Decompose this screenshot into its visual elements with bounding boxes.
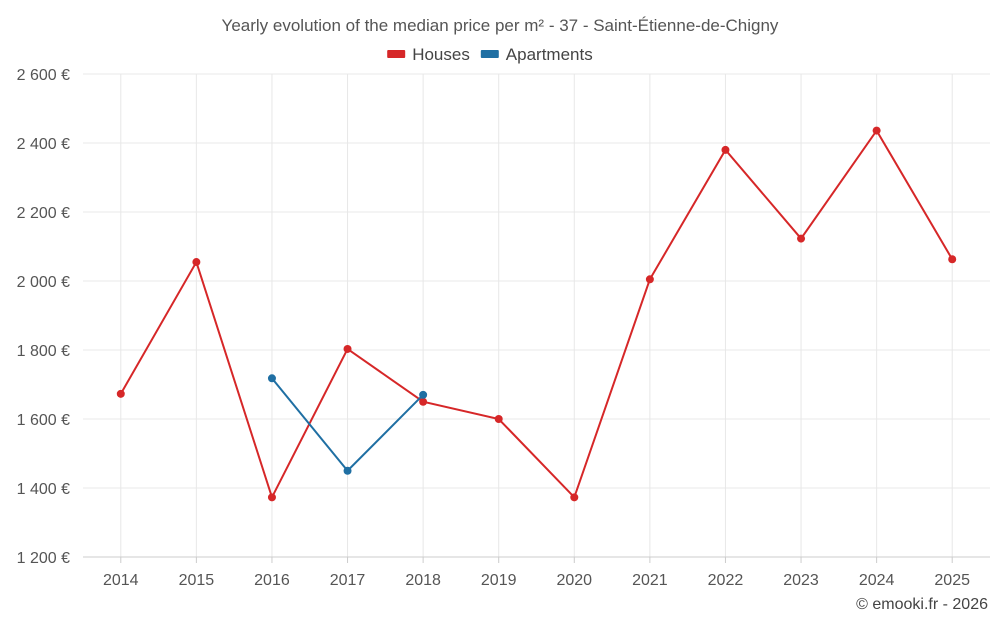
data-point-houses[interactable] <box>494 415 503 423</box>
series-layer <box>116 126 957 502</box>
legend-item-apartments[interactable]: Apartments <box>480 45 593 64</box>
x-tick-label: 2021 <box>632 572 668 589</box>
data-point-houses[interactable] <box>419 397 428 406</box>
series-line-houses <box>119 128 954 500</box>
y-tick-label: 1 400 € <box>17 481 70 498</box>
y-tick-label: 1 200 € <box>17 550 70 567</box>
grid <box>83 73 990 558</box>
data-point-houses[interactable] <box>797 234 806 243</box>
data-point-apartments[interactable] <box>343 466 352 475</box>
legend-swatch <box>387 50 406 58</box>
x-tick-label: 2016 <box>254 572 290 589</box>
data-point-houses[interactable] <box>267 493 276 502</box>
legend-label: Houses <box>412 45 470 64</box>
data-point-apartments[interactable] <box>419 390 428 399</box>
x-tick-label: 2018 <box>405 572 441 589</box>
y-tick-label: 2 400 € <box>17 136 70 153</box>
x-tick-label: 2020 <box>556 572 592 589</box>
legend-label: Apartments <box>506 45 593 64</box>
series-apartments <box>267 374 428 475</box>
data-point-houses[interactable] <box>872 126 881 135</box>
data-point-houses[interactable] <box>570 493 579 502</box>
data-point-houses[interactable] <box>645 275 654 284</box>
credit-text: © emooki.fr - 2026 <box>856 596 988 613</box>
data-point-houses[interactable] <box>721 145 730 154</box>
x-tick-label: 2015 <box>179 572 215 589</box>
x-tick-label: 2025 <box>934 572 970 589</box>
y-tick-label: 2 000 € <box>17 274 70 291</box>
series-houses <box>116 126 957 502</box>
x-tick-label: 2019 <box>481 572 517 589</box>
chart-title: Yearly evolution of the median price per… <box>222 16 779 35</box>
legend-swatch <box>480 50 499 58</box>
x-tick-label: 2022 <box>708 572 744 589</box>
y-tick-label: 1 800 € <box>17 343 70 360</box>
data-point-houses[interactable] <box>116 389 125 398</box>
legend-item-houses[interactable]: Houses <box>387 45 470 64</box>
axes: 1 200 € 1 400 € 1 600 € 1 800 € 2 000 € 2 200… <box>17 67 990 589</box>
x-tick-label: 2024 <box>859 572 895 589</box>
legend: Houses Apartments <box>387 45 593 64</box>
data-point-houses[interactable] <box>343 344 352 353</box>
x-tick-label: 2017 <box>330 572 366 589</box>
y-tick-label: 2 600 € <box>17 67 70 84</box>
data-point-houses[interactable] <box>948 255 957 264</box>
y-tick-label: 1 600 € <box>17 412 70 429</box>
data-point-houses[interactable] <box>192 258 201 267</box>
y-tick-label: 2 200 € <box>17 205 70 222</box>
x-tick-label: 2023 <box>783 572 819 589</box>
x-tick-label: 2014 <box>103 572 139 589</box>
data-point-apartments[interactable] <box>267 374 276 383</box>
